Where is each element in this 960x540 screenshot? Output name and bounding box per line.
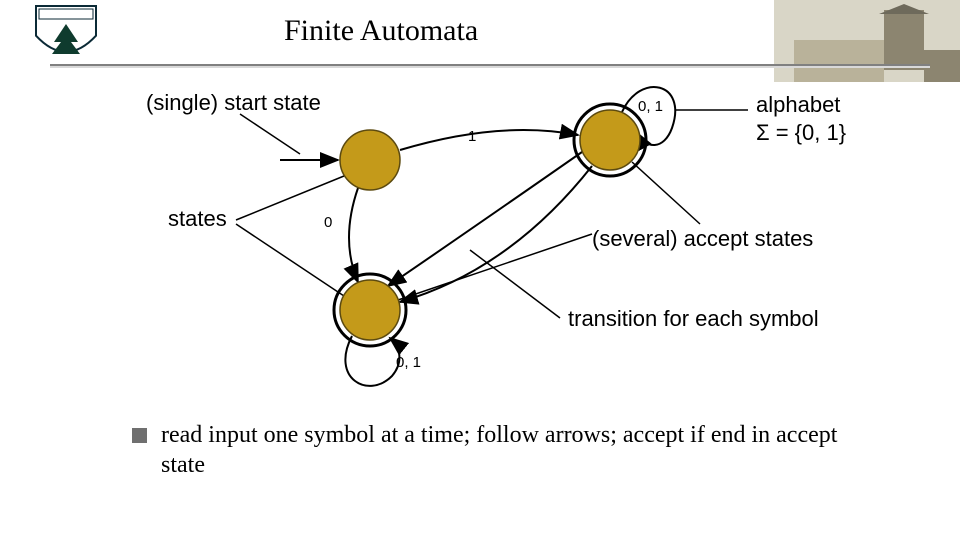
label-accept-states: (several) accept states — [592, 226, 813, 252]
edge-label-1: 1 — [468, 128, 476, 145]
title-divider-bottom — [50, 66, 930, 68]
header-photo — [0, 0, 960, 100]
page-title: Finite Automata — [284, 14, 478, 48]
label-alphabet-1: alphabet — [756, 92, 840, 118]
bullet-item: read input one symbol at a time; follow … — [132, 420, 872, 480]
bullet-square-icon — [132, 428, 147, 443]
label-states: states — [168, 206, 227, 232]
edge-label-01-bot: 0, 1 — [396, 354, 421, 371]
bullet-text: read input one symbol at a time; follow … — [161, 420, 872, 480]
label-alphabet-2: Σ = {0, 1} — [756, 120, 846, 146]
label-start-state: (single) start state — [146, 90, 321, 116]
label-transition: transition for each symbol — [568, 306, 819, 332]
edge-label-01-top: 0, 1 — [638, 98, 663, 115]
edge-label-0: 0 — [324, 214, 332, 231]
slide-root: { "title": { "text": "Finite Automata", … — [0, 0, 960, 540]
